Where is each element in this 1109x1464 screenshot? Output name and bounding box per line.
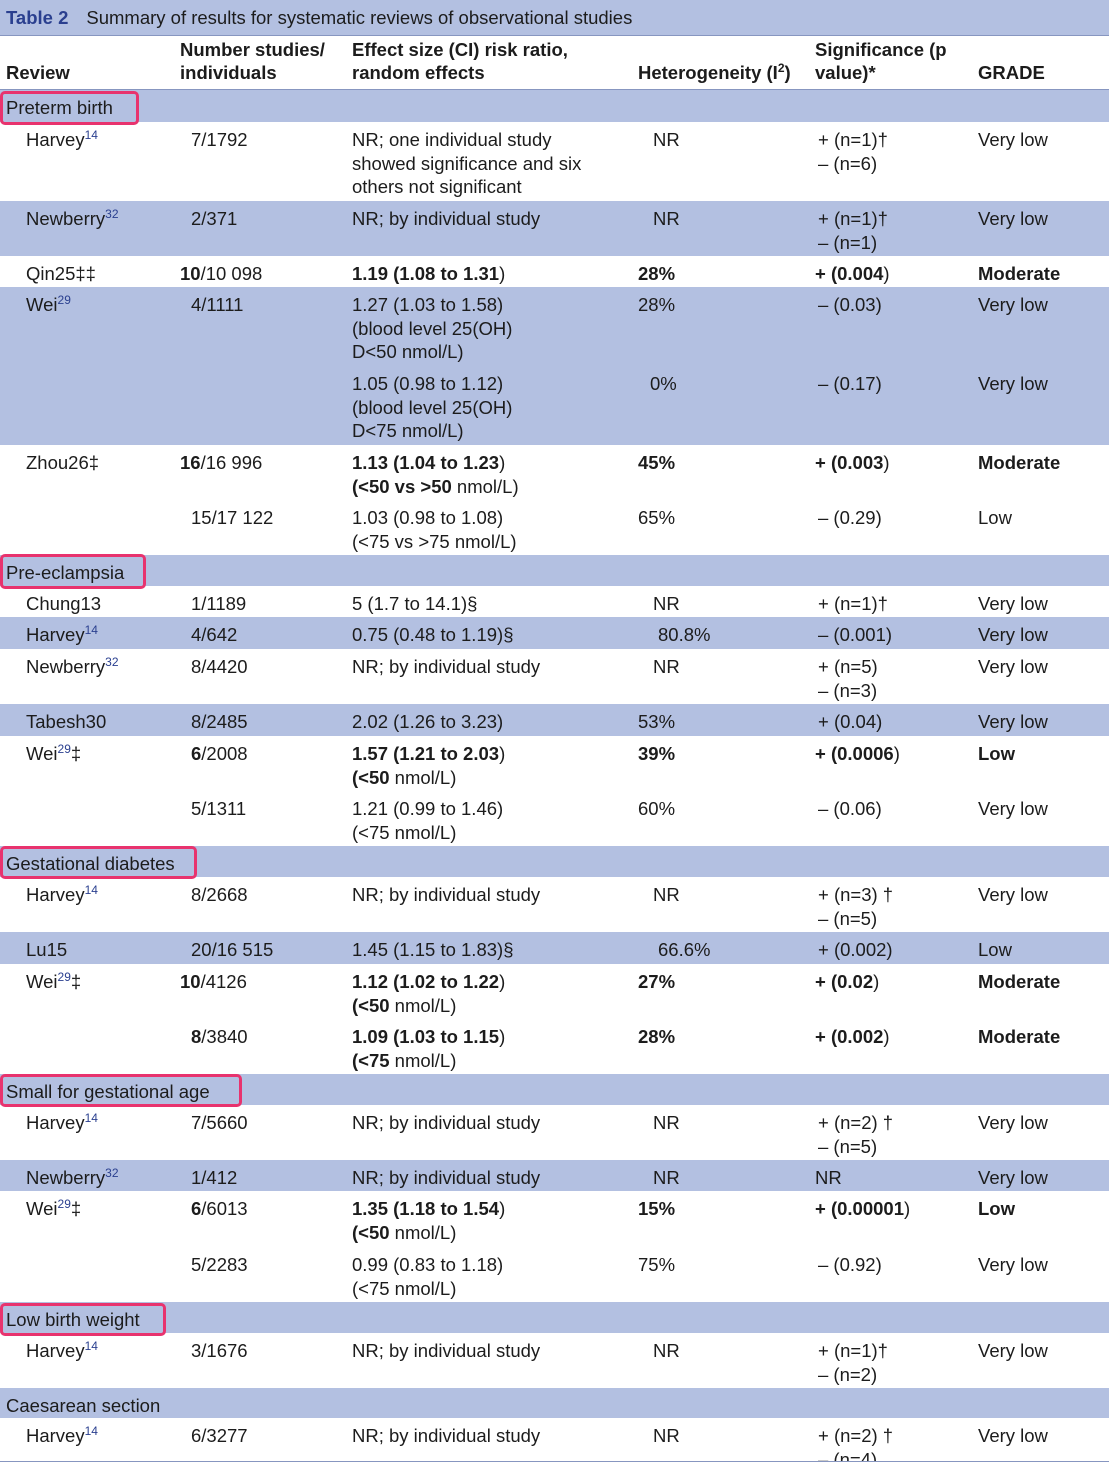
header-significance: Significance (p value)* [815,39,947,83]
header-review: Review [6,62,70,83]
header-heterogeneity: Heterogeneity (I2) [638,61,791,83]
table-row: Chung13 1/1189 5 (1.7 to 14.1)§ NR + (n=… [26,593,1048,614]
highlight-box [0,1303,166,1336]
highlight-box [0,554,146,589]
table-row: Harvey14 7/5660 NR; by individual study … [26,1111,1048,1157]
table-row: Newberry32 2/371 NR; by individual study… [0,201,1109,256]
table-row: Qin25‡‡ 10/10 098 1.19 (1.08 to 1.31) 28… [26,263,1061,284]
highlight-box [0,1074,242,1107]
header-grade: GRADE [978,62,1045,83]
table-row: Wei29 4/1111 1.27 (1.03 to 1.58) (blood l… [0,287,1109,445]
section-low-birth-weight: Low birth weight [0,1302,1109,1333]
table-title-bar: Table 2 Summary of results for systemati… [0,0,1109,36]
table-row: Wei29‡ 6/6013 1.35 (1.18 to 1.54) (<50 nm… [26,1197,1048,1299]
highlight-box [0,91,139,125]
table-row: Newberry32 1/412 NR; by individual study… [0,1160,1109,1191]
section-small-for-gestational-age: Small for gestational age [0,1074,1109,1105]
section-caesarean-section: Caesarean section [0,1388,1109,1418]
header-effect: Effect size (CI) risk ratio, random effe… [352,39,568,83]
highlight-box [0,846,197,879]
table-row: Tabesh30 8/2485 2.02 (1.26 to 3.23) 53% … [0,704,1109,736]
table-row: Harvey14 4/642 0.75 (0.48 to 1.19)§ 80.8… [0,617,1109,649]
table-header: Review Number studies/ individuals Effec… [0,36,1109,90]
table-row: Wei29‡ 6/2008 1.57 (1.21 to 2.03) (<50 nm… [26,742,1048,843]
table-row: Harvey14 7/1792 NR; one individual study… [26,128,1048,197]
table-row: Harvey14 6/3277 NR; by individual study … [26,1424,1048,1462]
table-bottom-border [0,1461,1109,1462]
table-row: Newberry32 8/4420 NR; by individual stud… [26,655,1048,701]
table-row: Harvey14 3/1676 NR; by individual study … [26,1339,1048,1385]
table-caption: Summary of results for systematic review… [86,6,633,28]
section-gestational-diabetes: Gestational diabetes [0,846,1109,877]
table-row: Wei29‡ 10/4126 1.12 (1.02 to 1.22) (<50 n… [26,970,1061,1071]
table-row: Harvey14 8/2668 NR; by individual study … [26,883,1048,929]
header-number: Number studies/ individuals [180,39,325,83]
table-row: Zhou26‡ 16/16 996 1.13 (1.04 to 1.23) (<5… [26,452,1061,552]
table-label: Table 2 [6,6,69,28]
section-preterm-birth: Preterm birth [0,90,1109,122]
table-row: Lu15 20/16 515 1.45 (1.15 to 1.83)§ 66.6… [0,932,1109,964]
section-pre-eclampsia: Pre-eclampsia [0,555,1109,586]
